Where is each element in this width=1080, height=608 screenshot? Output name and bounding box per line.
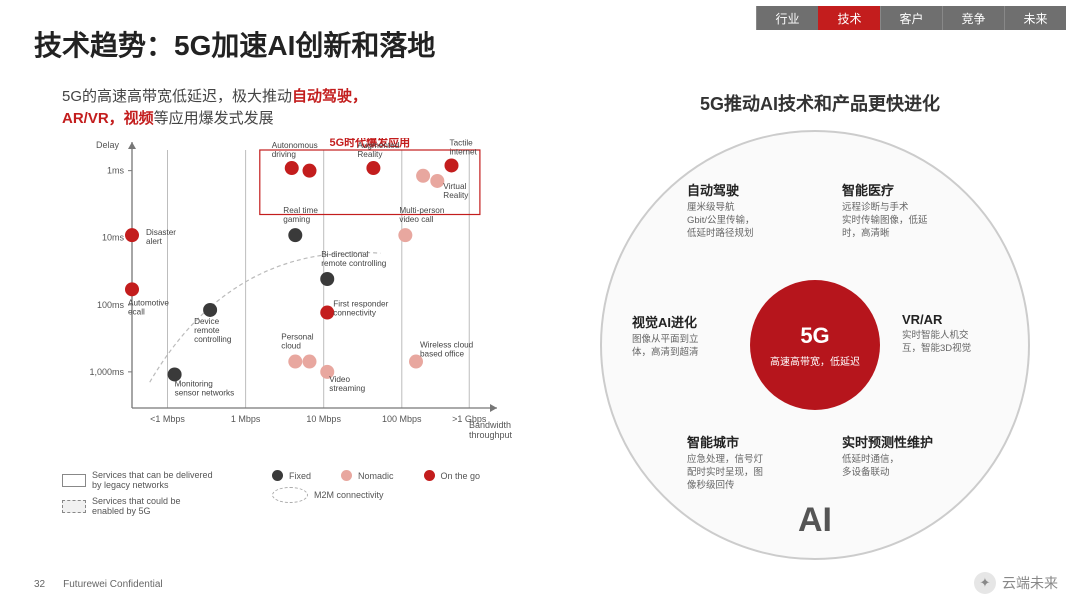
case-vrar-desc: 实时智能人机交 互，智能3D视觉	[902, 330, 1032, 356]
page-title: 技术趋势：5G加速AI创新和落地	[34, 24, 435, 64]
case-med: 智能医疗远程诊断与手术 实时传输图像，低延 时，高清晰	[842, 180, 972, 240]
core-5g: 5G 高速高带宽，低延迟	[750, 280, 880, 410]
svg-text:Reality: Reality	[443, 191, 469, 200]
legend-legacy: Services that can be delivered by legacy…	[92, 470, 213, 490]
svg-text:alert: alert	[146, 237, 163, 246]
top-nav: 行业 技术 客户 竞争 未来	[756, 6, 1066, 30]
svg-text:internet: internet	[450, 147, 478, 156]
case-maint-title: 实时预测性维护	[842, 432, 972, 451]
case-city-title: 智能城市	[687, 432, 817, 451]
case-auto: 自动驾驶厘米级导航 Gbit/公里传输， 低延时路径规划	[687, 180, 817, 240]
sub-pre: 5G的高速高带宽低延迟，极大推动	[62, 88, 292, 105]
svg-text:Wireless cloud: Wireless cloud	[420, 341, 474, 350]
legend-nomadic-dot	[341, 470, 352, 481]
svg-text:<1 Mbps: <1 Mbps	[150, 414, 185, 424]
legend-m2m-icon	[272, 487, 308, 503]
svg-text:10ms: 10ms	[102, 233, 125, 243]
confidential: Futurewei Confidential	[63, 579, 163, 590]
core-title: 5G	[800, 323, 829, 349]
svg-text:based office: based office	[420, 350, 464, 359]
legend-legacy-box	[62, 474, 86, 487]
svg-text:sensor networks: sensor networks	[175, 388, 235, 397]
case-vrar-title: VR/AR	[902, 312, 1032, 327]
nav-compete[interactable]: 竞争	[942, 6, 1004, 30]
case-auto-title: 自动驾驶	[687, 180, 817, 199]
nav-industry[interactable]: 行业	[756, 6, 818, 30]
wechat-icon: ✦	[974, 572, 996, 594]
svg-text:gaming: gaming	[283, 215, 310, 224]
case-city: 智能城市应急处理，信号灯 配时实时呈现，图 像秒级回传	[687, 432, 817, 492]
svg-text:throughput: throughput	[469, 430, 512, 440]
legend-fixed-dot	[272, 470, 283, 481]
svg-text:1ms: 1ms	[107, 166, 125, 176]
legend-m2m: M2M connectivity	[314, 490, 384, 500]
case-med-desc: 远程诊断与手术 实时传输图像，低延 时，高清晰	[842, 202, 972, 240]
chart-legend: Services that can be delivered by legacy…	[62, 470, 512, 530]
svg-text:Virtual: Virtual	[443, 182, 466, 191]
svg-text:Personal: Personal	[281, 333, 313, 342]
left-subtitle: 5G的高速高带宽低延迟，极大推动自动驾驶， AR/VR，视频等应用爆发式发展	[62, 86, 482, 130]
legend-nomadic: Nomadic	[358, 471, 394, 481]
legend-onthego: On the go	[441, 471, 481, 481]
svg-text:Multi-person: Multi-person	[399, 206, 444, 215]
svg-text:connectivity: connectivity	[333, 309, 377, 318]
ai-circle: 5G 高速高带宽，低延迟 AI 自动驾驶厘米级导航 Gbit/公里传输， 低延时…	[600, 130, 1030, 560]
legend-5g-box	[62, 500, 86, 513]
svg-text:Disaster: Disaster	[146, 228, 176, 237]
svg-text:1,000ms: 1,000ms	[89, 367, 124, 377]
svg-text:Real time: Real time	[283, 206, 318, 215]
scatter-svg: DelayBandwidththroughput1ms10ms100ms1,00…	[62, 138, 512, 458]
svg-text:Video: Video	[329, 375, 350, 384]
svg-text:First responder: First responder	[333, 300, 388, 309]
case-city-desc: 应急处理，信号灯 配时实时呈现，图 像秒级回传	[687, 454, 817, 492]
svg-text:driving: driving	[272, 150, 297, 159]
nav-customer[interactable]: 客户	[880, 6, 942, 30]
svg-text:1 Mbps: 1 Mbps	[231, 414, 261, 424]
case-auto-desc: 厘米级导航 Gbit/公里传输， 低延时路径规划	[687, 202, 817, 240]
svg-text:>1 Gbps: >1 Gbps	[452, 414, 487, 424]
svg-text:cloud: cloud	[281, 342, 301, 351]
svg-text:video call: video call	[399, 215, 433, 224]
case-maint-desc: 低延时通信， 多设备联动	[842, 454, 972, 480]
watermark: ✦ 云端未来	[974, 572, 1058, 594]
scatter-chart: DelayBandwidththroughput1ms10ms100ms1,00…	[62, 138, 512, 458]
svg-text:Augmented: Augmented	[357, 141, 399, 150]
footer: 32 Futurewei Confidential	[34, 579, 163, 590]
case-med-title: 智能医疗	[842, 180, 972, 199]
svg-text:streaming: streaming	[329, 384, 365, 393]
svg-text:Automotive: Automotive	[128, 298, 169, 307]
case-vrar: VR/AR 实时智能人机交 互，智能3D视觉	[902, 312, 1032, 356]
sub-hl2: AR/VR，视频	[62, 110, 154, 127]
case-vis-desc: 图像从平面到立 体，高清到超清	[632, 334, 762, 360]
svg-text:ecall: ecall	[128, 307, 145, 316]
legend-5g: Services that could be enabled by 5G	[92, 496, 181, 516]
svg-text:Device: Device	[194, 317, 219, 326]
svg-text:10 Mbps: 10 Mbps	[306, 414, 341, 424]
watermark-text: 云端未来	[1002, 573, 1058, 593]
svg-text:Bi-directional: Bi-directional	[321, 250, 369, 259]
svg-text:Tactile: Tactile	[450, 138, 474, 147]
page-number: 32	[34, 579, 45, 590]
ai-label: AI	[798, 501, 832, 540]
right-title: 5G推动AI技术和产品更快进化	[620, 90, 1020, 116]
svg-text:Reality: Reality	[357, 150, 383, 159]
case-maint: 实时预测性维护低延时通信， 多设备联动	[842, 432, 972, 480]
svg-text:remote: remote	[194, 326, 220, 335]
legend-onthego-dot	[424, 470, 435, 481]
svg-text:Monitoring: Monitoring	[175, 379, 214, 388]
nav-tech[interactable]: 技术	[818, 6, 880, 30]
svg-text:100 Mbps: 100 Mbps	[382, 414, 422, 424]
case-vis: 视觉AI进化图像从平面到立 体，高清到超清	[632, 312, 762, 360]
svg-text:100ms: 100ms	[97, 300, 125, 310]
legend-fixed: Fixed	[289, 471, 311, 481]
svg-text:Autonomous: Autonomous	[272, 141, 318, 150]
nav-future[interactable]: 未来	[1004, 6, 1066, 30]
svg-text:Delay: Delay	[96, 140, 120, 150]
case-vis-title: 视觉AI进化	[632, 312, 762, 331]
sub-hl1: 自动驾驶，	[292, 88, 367, 105]
sub-post: 等应用爆发式发展	[154, 110, 274, 127]
core-sub: 高速高带宽，低延迟	[770, 353, 860, 368]
svg-text:controlling: controlling	[194, 335, 232, 344]
svg-text:remote controlling: remote controlling	[321, 259, 387, 268]
